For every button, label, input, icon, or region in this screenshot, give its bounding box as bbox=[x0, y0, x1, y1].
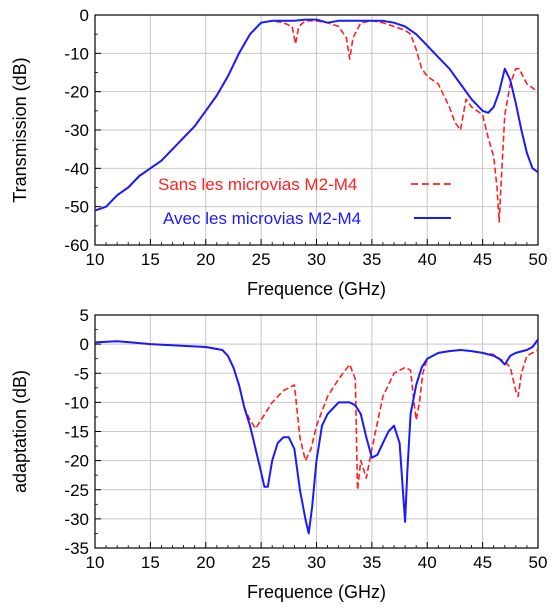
x-tick-label: 40 bbox=[418, 250, 437, 269]
y-tick-label: -10 bbox=[64, 44, 89, 63]
x-axis-label: Frequence (GHz) bbox=[247, 582, 386, 602]
y-tick-label: -30 bbox=[64, 121, 89, 140]
y-tick-label: -60 bbox=[64, 236, 89, 255]
y-tick-label: -15 bbox=[64, 423, 89, 442]
x-tick-label: 30 bbox=[307, 250, 326, 269]
y-tick-label: -25 bbox=[64, 481, 89, 500]
x-tick-label: 30 bbox=[307, 553, 326, 572]
y-tick-label: -10 bbox=[64, 393, 89, 412]
legend: Sans les microvias M2-M4 Avec les microvi… bbox=[158, 175, 455, 228]
x-tick-label: 20 bbox=[196, 250, 215, 269]
y-tick-label: -5 bbox=[74, 364, 89, 383]
y-tick-label: 0 bbox=[80, 335, 89, 354]
y-tick-label: -50 bbox=[64, 198, 89, 217]
y-tick-label: -20 bbox=[64, 452, 89, 471]
y-tick-label: -40 bbox=[64, 159, 89, 178]
x-tick-label: 10 bbox=[86, 553, 105, 572]
plot-frame bbox=[94, 314, 539, 549]
x-tick-label: 25 bbox=[252, 250, 271, 269]
y-axis-label: adaptation (dB) bbox=[10, 370, 30, 493]
x-axis-label: Frequence (GHz) bbox=[247, 279, 386, 299]
series-line-avec-microvias bbox=[95, 18, 538, 212]
x-tick-label: 40 bbox=[418, 553, 437, 572]
adaptation-chart: 10 15 20 25 30 35 40 45 5050-5-10-15-20-25-30-35… bbox=[10, 306, 547, 602]
y-tick-label: -20 bbox=[64, 83, 89, 102]
legend-label-avec-microvias: Avec les microvias M2-M4 bbox=[163, 209, 361, 228]
x-tick-label: 15 bbox=[141, 250, 160, 269]
legend-label-sans-microvias: Sans les microvias M2-M4 bbox=[158, 175, 357, 194]
x-tick-label: 50 bbox=[529, 250, 548, 269]
y-tick-label: 5 bbox=[80, 306, 89, 325]
y-tick-label: -30 bbox=[64, 510, 89, 529]
plot-frame bbox=[94, 14, 539, 246]
x-tick-label: 35 bbox=[362, 250, 381, 269]
y-axis-label: Transmission (dB) bbox=[10, 57, 30, 202]
x-tick-label: 45 bbox=[473, 250, 492, 269]
x-tick-label: 15 bbox=[141, 553, 160, 572]
x-tick-label: 45 bbox=[473, 553, 492, 572]
x-tick-label: 20 bbox=[196, 553, 215, 572]
x-tick-label: 10 bbox=[86, 250, 105, 269]
y-tick-label: 0 bbox=[80, 6, 89, 25]
x-tick-label: 35 bbox=[362, 553, 381, 572]
x-tick-label: 25 bbox=[252, 553, 271, 572]
transmission-chart: 10 15 20 25 30 35 40 45 50 0 -10 -20 -30 -40 -50 -60 Fre… bbox=[10, 6, 547, 299]
y-tick-label: -35 bbox=[64, 539, 89, 558]
series-line-avec-microvias bbox=[95, 338, 538, 535]
x-tick-label: 50 bbox=[529, 553, 548, 572]
